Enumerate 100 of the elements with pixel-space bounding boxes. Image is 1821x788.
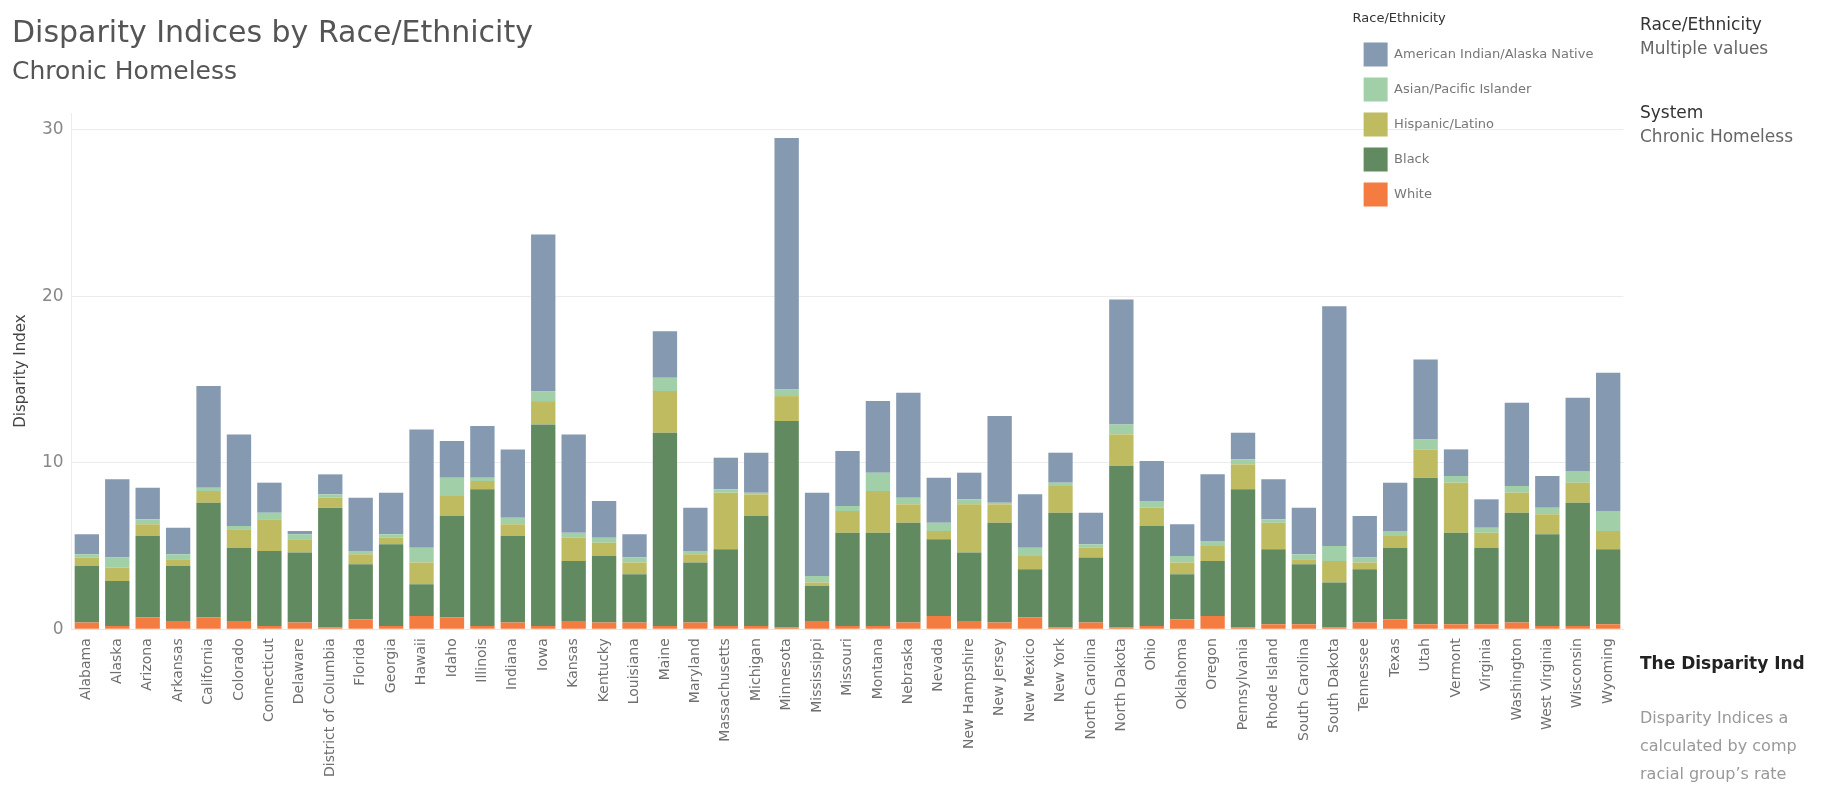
bar xyxy=(1017,494,1043,548)
bar xyxy=(1078,622,1104,629)
bar xyxy=(1261,479,1286,520)
bar xyxy=(409,615,434,629)
bar xyxy=(652,391,678,433)
bar xyxy=(774,137,799,390)
bar xyxy=(378,544,404,626)
bar xyxy=(896,392,921,498)
bar xyxy=(378,625,404,629)
bar xyxy=(683,554,708,563)
text: The Disparity Ind xyxy=(1640,653,1805,673)
bar xyxy=(987,522,1012,623)
x-tick-label: North Dakota xyxy=(1111,638,1128,732)
bar xyxy=(1595,530,1621,550)
bar xyxy=(865,401,891,473)
x-tick-label: Mississippi xyxy=(807,638,824,713)
bar xyxy=(926,615,951,629)
bar xyxy=(318,497,343,508)
bar xyxy=(105,557,130,568)
bar xyxy=(1078,544,1104,548)
x-tick-label: Wisconsin xyxy=(1568,638,1585,709)
bar xyxy=(257,482,282,513)
bar xyxy=(804,575,830,583)
bar xyxy=(165,559,191,566)
bar xyxy=(1109,424,1134,435)
bar xyxy=(196,386,221,488)
bar xyxy=(591,501,617,538)
bar xyxy=(257,512,282,520)
bar xyxy=(652,331,678,378)
bar xyxy=(1322,306,1347,546)
legend-label: White xyxy=(1394,185,1432,201)
bar xyxy=(439,496,465,516)
bar xyxy=(1535,476,1560,508)
x-tick-label: Iowa xyxy=(533,638,550,671)
bar xyxy=(348,619,373,629)
y-tick-label: 0 xyxy=(52,617,64,638)
bar xyxy=(1230,432,1256,460)
x-tick-label: Maine xyxy=(655,638,672,681)
bar xyxy=(1291,554,1317,560)
x-tick-label: Alabama xyxy=(77,638,94,700)
x-tick-label: Rhode Island xyxy=(1264,638,1281,729)
bar xyxy=(1291,564,1317,625)
bar xyxy=(774,389,799,397)
bar xyxy=(1474,624,1499,629)
text: Disparity Indices a xyxy=(1640,708,1789,727)
bar xyxy=(105,567,130,581)
bar xyxy=(348,564,373,620)
bar xyxy=(378,492,404,535)
bar xyxy=(1078,557,1104,623)
bar xyxy=(1413,439,1438,450)
bar xyxy=(622,534,647,558)
x-tick-label: Arizona xyxy=(138,638,155,691)
bar xyxy=(1200,545,1225,561)
bar xyxy=(409,429,434,548)
bar xyxy=(957,620,982,629)
y-axis-title: Disparity Index xyxy=(10,314,29,428)
bar xyxy=(1413,359,1438,440)
bar xyxy=(1200,474,1225,541)
bar xyxy=(1383,482,1408,531)
bar xyxy=(926,522,951,531)
bar xyxy=(1261,624,1286,629)
bar xyxy=(500,524,525,536)
bar xyxy=(74,557,100,566)
bar xyxy=(1230,464,1256,490)
bar xyxy=(1535,625,1560,629)
bar xyxy=(1443,476,1469,483)
bar xyxy=(1170,555,1195,563)
x-tick-label: Louisiana xyxy=(625,638,642,705)
bar xyxy=(500,622,525,629)
bar xyxy=(896,504,921,523)
bar xyxy=(835,451,860,506)
bar xyxy=(196,491,221,503)
bar xyxy=(713,492,738,550)
bar xyxy=(896,622,921,629)
bar xyxy=(1504,622,1530,629)
x-tick-label: Indiana xyxy=(503,638,520,691)
bar xyxy=(1443,449,1469,477)
legend-label: Black xyxy=(1394,150,1430,166)
x-tick-label: Missouri xyxy=(838,638,855,696)
bar xyxy=(713,625,738,629)
x-tick-label: Oregon xyxy=(1203,638,1220,690)
bar xyxy=(1595,549,1621,625)
bar xyxy=(1504,402,1530,487)
x-tick-label: Idaho xyxy=(442,638,459,678)
bar xyxy=(1139,525,1164,626)
bar xyxy=(1565,625,1590,629)
bar xyxy=(1535,514,1560,535)
bar xyxy=(318,474,343,495)
bar xyxy=(226,547,252,621)
bar xyxy=(318,494,343,498)
bar xyxy=(287,622,312,629)
bar xyxy=(165,527,191,555)
bar xyxy=(105,625,130,629)
bar xyxy=(865,532,891,626)
bar xyxy=(896,522,921,623)
x-tick-label: New Jersey xyxy=(990,638,1007,716)
bar xyxy=(318,507,343,628)
x-tick-label: Wyoming xyxy=(1598,638,1615,704)
x-tick-label: Florida xyxy=(351,638,368,686)
bar xyxy=(531,625,556,629)
